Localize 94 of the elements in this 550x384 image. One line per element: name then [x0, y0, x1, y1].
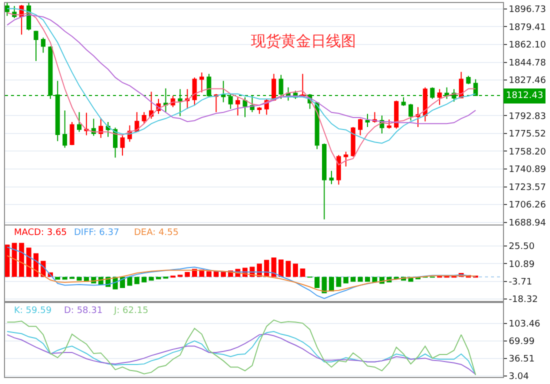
bar — [19, 242, 24, 277]
candlestick — [386, 118, 392, 130]
y-tick-label: 69.99 — [508, 337, 535, 348]
bar — [12, 242, 17, 277]
bar — [286, 260, 291, 277]
bar — [148, 276, 154, 281]
text: D: 58.31 — [64, 306, 103, 316]
y-tick-label: 1879.41 — [508, 22, 546, 33]
candlestick — [394, 100, 399, 130]
ref-line-label: 1812.43 — [506, 91, 544, 101]
candlestick — [98, 118, 104, 138]
y-tick-label: 1792.83 — [508, 112, 546, 122]
bar — [328, 276, 334, 292]
candlestick — [199, 72, 204, 93]
candlestick — [149, 91, 154, 120]
bar — [214, 271, 219, 277]
candlestick — [70, 122, 74, 146]
candlestick — [408, 103, 414, 121]
candlestick — [358, 118, 363, 136]
candlestick — [272, 73, 276, 100]
y-tick-label: 1706.26 — [508, 200, 546, 211]
bar — [314, 276, 320, 288]
candlestick — [242, 96, 248, 118]
candlestick — [466, 75, 471, 85]
line-series — [6, 320, 476, 376]
candlestick — [336, 154, 341, 186]
candlestick — [40, 37, 46, 54]
bar — [206, 271, 212, 277]
bar — [271, 257, 276, 277]
y-tick-label: -3.71 — [508, 277, 532, 288]
bar — [5, 244, 10, 277]
y-tick-label: 36.51 — [508, 354, 535, 365]
candlestick — [329, 170, 334, 185]
bar — [142, 276, 147, 282]
y-tick-label: 1896.73 — [508, 5, 546, 16]
candlestick — [62, 110, 68, 148]
bar — [358, 276, 363, 282]
candlestick — [422, 86, 428, 122]
series-label: MACD: 3.65 — [14, 228, 67, 238]
candlestick — [236, 96, 240, 116]
candlestick — [76, 112, 82, 132]
bar — [278, 260, 284, 277]
line-series — [6, 12, 476, 166]
candlestick — [365, 113, 370, 128]
bar — [350, 276, 356, 282]
bar — [156, 276, 162, 280]
bar — [300, 268, 306, 277]
candlestick — [344, 151, 348, 168]
line-series — [6, 14, 476, 124]
bar — [322, 276, 327, 294]
y-tick-label: 1862.10 — [508, 40, 546, 51]
candlestick — [113, 127, 118, 158]
y-tick-label: 1827.46 — [508, 76, 546, 86]
y-tick-label: 1688.94 — [508, 218, 546, 228]
text: DIFF: 6.37 — [74, 228, 120, 238]
bar — [33, 253, 39, 277]
bar — [184, 272, 190, 277]
candlestick — [142, 112, 146, 124]
text: 现货黄金日线图 — [251, 32, 356, 50]
bar — [76, 276, 82, 281]
candlestick — [300, 73, 305, 97]
line-series — [6, 255, 476, 292]
candlestick — [257, 106, 262, 114]
y-tick-label: 3.04 — [508, 372, 530, 382]
candlestick — [437, 88, 442, 106]
y-tick-label: 1740.89 — [508, 165, 546, 176]
y-tick-label: 25.50 — [508, 242, 535, 252]
bar — [26, 248, 32, 277]
y-tick-label: 103.46 — [508, 320, 541, 330]
bar — [292, 264, 298, 277]
candlestick — [322, 143, 327, 220]
series-label: K: 59.59 — [14, 306, 52, 316]
candlestick — [350, 126, 356, 158]
y-tick-label: 1844.78 — [508, 58, 546, 68]
candlestick — [458, 71, 464, 99]
bar — [134, 276, 140, 284]
line-series — [6, 246, 476, 299]
candlestick — [5, 3, 10, 16]
y-tick-label: 1758.20 — [508, 147, 546, 158]
text: J: 62.15 — [113, 306, 148, 316]
candlestick — [430, 86, 435, 100]
candlestick — [34, 30, 38, 62]
bar — [343, 276, 348, 284]
candlestick — [192, 77, 197, 106]
y-tick-label: 1723.57 — [508, 182, 546, 193]
bar — [336, 276, 342, 287]
y-tick-label: 1775.52 — [508, 130, 546, 140]
bar — [364, 276, 370, 282]
y-tick-label: 10.89 — [508, 260, 535, 270]
candlestick — [120, 135, 125, 156]
y-tick-label: -18.32 — [508, 295, 538, 306]
text: DEA: 4.55 — [134, 228, 179, 238]
line-series — [6, 8, 476, 144]
bar — [127, 276, 132, 286]
